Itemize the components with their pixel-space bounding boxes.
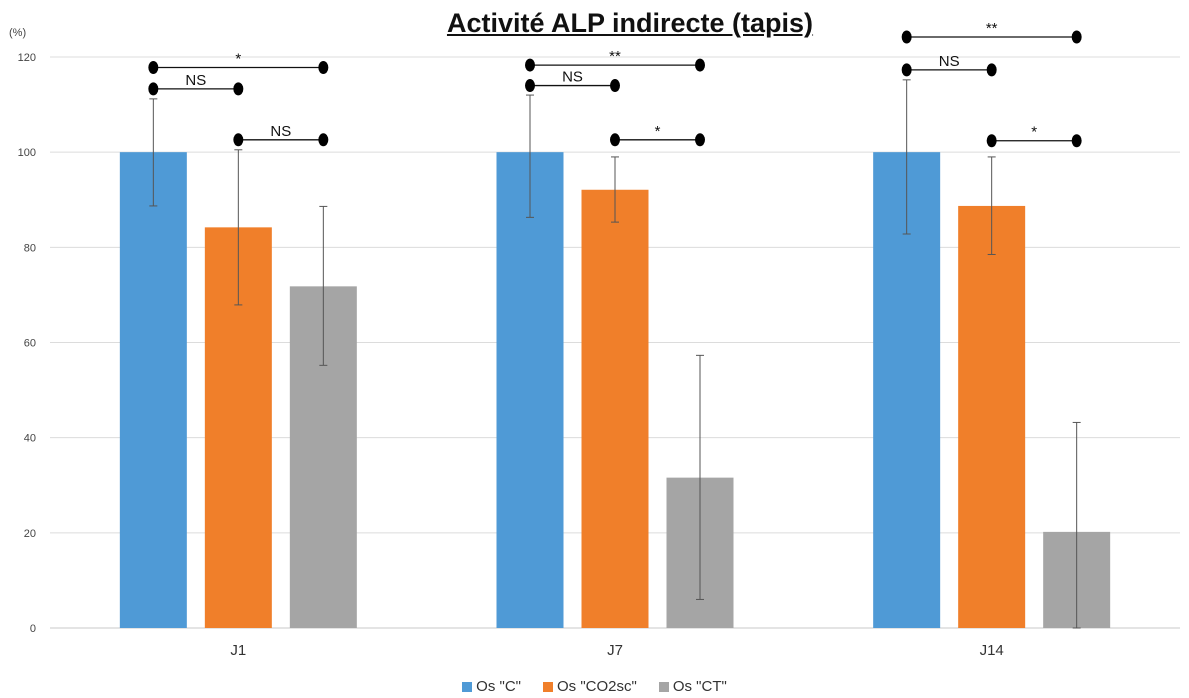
significance-endpoint [148, 60, 159, 74]
y-tick-label: 60 [24, 338, 36, 350]
legend: Os "C" Os "CO2sc" Os "CT" [0, 678, 1189, 695]
significance-label: NS [270, 123, 291, 140]
significance-label: NS [939, 53, 960, 70]
bar [581, 189, 649, 628]
significance-endpoint [233, 82, 244, 96]
y-tick-label: 40 [24, 433, 36, 445]
y-tick-label: 80 [24, 242, 36, 254]
legend-swatch [462, 681, 473, 692]
legend-label: Os "CT" [672, 678, 727, 695]
significance-endpoint [986, 134, 997, 148]
significance-label: NS [185, 72, 206, 89]
significance-label: NS [562, 69, 583, 86]
y-tick-label: 20 [24, 528, 36, 540]
significance-endpoint [148, 82, 159, 96]
y-tick-label: 120 [18, 52, 36, 64]
significance-label: ** [609, 48, 621, 65]
significance-label: * [1031, 124, 1037, 141]
chart-title: Activité ALP indirecte (tapis) [446, 8, 814, 38]
significance-endpoint [233, 133, 244, 147]
x-tick-label: J14 [980, 642, 1004, 659]
legend-swatch [658, 681, 669, 692]
significance-endpoint [986, 63, 997, 77]
significance-endpoint [318, 60, 329, 74]
legend-item: Os "CT" [658, 678, 727, 695]
significance-endpoint [901, 63, 912, 77]
legend-label: Os "CO2sc" [557, 678, 637, 695]
significance-endpoint [695, 133, 705, 147]
y-tick-label: 100 [18, 147, 36, 159]
legend-item: Os "C" [462, 678, 521, 695]
y-axis-unit-label: (%) [9, 27, 27, 39]
significance-label: * [655, 123, 661, 140]
x-tick-label: J7 [607, 642, 623, 659]
significance-endpoint [695, 58, 705, 72]
legend-item: Os "CO2sc" [543, 678, 637, 695]
significance-endpoint [610, 133, 620, 147]
significance-endpoint [1071, 30, 1082, 44]
legend-label: Os "C" [476, 678, 521, 695]
significance-endpoint [525, 58, 535, 72]
significance-endpoint [525, 79, 535, 93]
significance-endpoint [610, 79, 620, 93]
significance-endpoint [318, 133, 329, 147]
legend-swatch [543, 681, 553, 692]
significance-label: ** [986, 20, 998, 37]
x-tick-label: J1 [230, 642, 246, 659]
significance-label: * [235, 50, 241, 67]
bar [496, 152, 564, 628]
y-tick-label: 0 [30, 623, 36, 635]
significance-endpoint [901, 30, 912, 44]
bar [119, 152, 187, 628]
bar [958, 205, 1026, 628]
significance-endpoint [1071, 134, 1082, 148]
